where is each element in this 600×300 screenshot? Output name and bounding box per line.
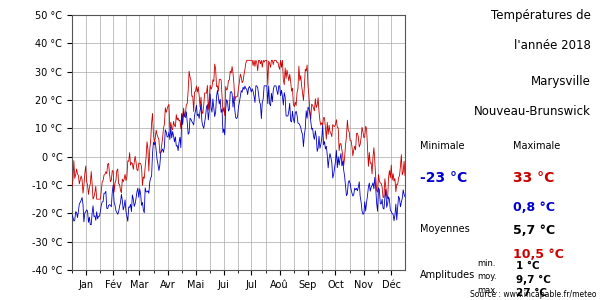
Text: Source : www.incapable.fr/meteo: Source : www.incapable.fr/meteo (470, 290, 597, 299)
Text: moy.: moy. (477, 272, 497, 281)
Text: Minimale: Minimale (420, 141, 464, 151)
Text: 5,7 °C: 5,7 °C (513, 224, 555, 236)
Text: 10,5 °C: 10,5 °C (513, 248, 564, 260)
Text: 1 °C: 1 °C (516, 261, 539, 271)
Text: max.: max. (477, 286, 498, 295)
Text: 9,7 °C: 9,7 °C (516, 274, 551, 285)
Text: -23 °C: -23 °C (420, 171, 467, 185)
Text: 27 °C: 27 °C (516, 288, 547, 298)
Text: Marysville: Marysville (531, 75, 591, 88)
Text: Températures de: Températures de (491, 9, 591, 22)
Text: min.: min. (477, 259, 496, 268)
Text: Maximale: Maximale (513, 141, 560, 151)
Text: 0,8 °C: 0,8 °C (513, 201, 555, 214)
Text: Moyennes: Moyennes (420, 224, 470, 233)
Text: l'année 2018: l'année 2018 (514, 39, 591, 52)
Text: Amplitudes: Amplitudes (420, 270, 475, 280)
Text: 33 °C: 33 °C (513, 171, 554, 185)
Text: Nouveau-Brunswick: Nouveau-Brunswick (474, 105, 591, 118)
